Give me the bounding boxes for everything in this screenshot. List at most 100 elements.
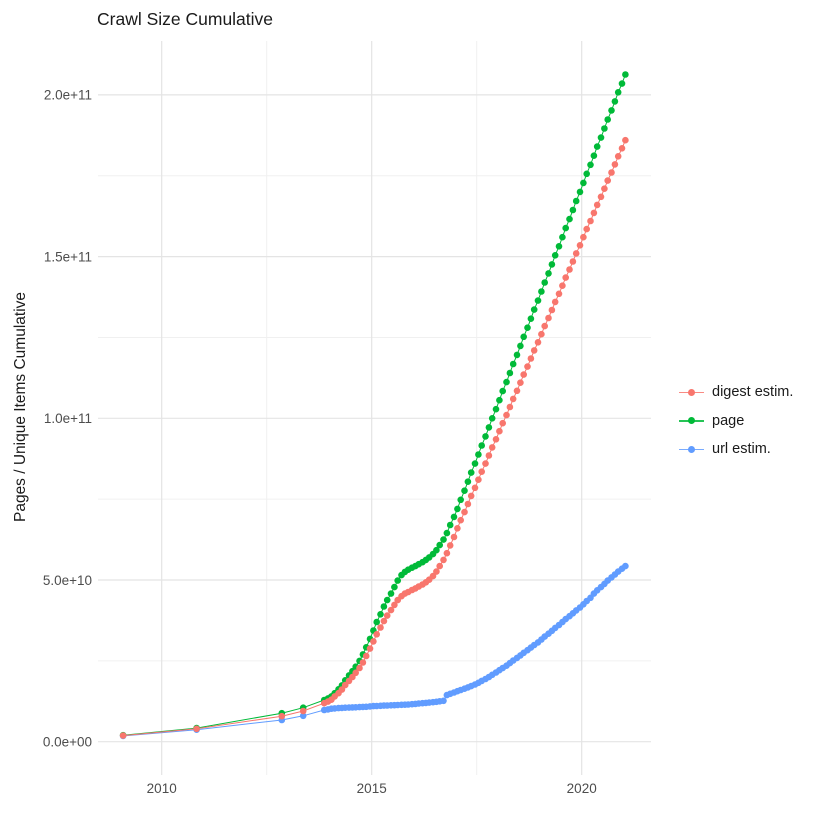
data-point-page <box>475 451 482 458</box>
data-point-page <box>572 197 580 205</box>
data-point-page <box>530 306 538 313</box>
data-point-digest-estim <box>517 379 524 387</box>
data-point-page <box>492 405 500 413</box>
data-point-digest-estim <box>341 681 349 689</box>
data-point-digest-estim <box>520 371 527 378</box>
data-point-digest-estim <box>580 233 587 241</box>
data-point-digest-estim <box>370 638 377 645</box>
data-point-page <box>433 546 440 554</box>
data-point-digest-estim <box>482 460 489 467</box>
data-point-digest-estim <box>387 606 395 614</box>
data-point-page <box>509 360 517 368</box>
data-point-page <box>618 80 626 87</box>
data-point-digest-estim <box>509 395 517 403</box>
data-point-page <box>545 270 552 277</box>
data-point-page <box>527 315 535 323</box>
data-point-digest-estim <box>597 193 605 201</box>
data-point-page <box>566 215 573 223</box>
data-point-page <box>583 170 590 178</box>
data-point-page <box>503 378 510 386</box>
data-point-page <box>454 505 461 513</box>
data-point-page <box>513 351 521 359</box>
data-point-page <box>569 206 577 214</box>
legend-label: url estim. <box>712 441 771 458</box>
data-point-page <box>614 89 622 96</box>
data-point-page <box>380 603 388 610</box>
legend-item-url-estim: url estim. <box>679 435 793 464</box>
data-point-digest-estim <box>499 419 507 427</box>
data-point-page <box>587 161 594 169</box>
data-point-page <box>377 611 384 618</box>
data-point-digest-estim <box>467 492 475 500</box>
data-point-page <box>436 541 444 549</box>
data-point-digest-estim <box>506 403 514 411</box>
data-point-page <box>440 536 447 543</box>
data-point-digest-estim <box>464 500 472 508</box>
data-point-page <box>457 496 465 504</box>
legend-key-url-icon <box>679 445 704 454</box>
data-point-page <box>478 442 486 449</box>
data-point-page <box>520 333 527 341</box>
data-point-digest-estim <box>278 712 286 720</box>
data-point-page <box>597 134 605 141</box>
data-point-page <box>517 342 524 350</box>
data-point-digest-estim <box>590 209 598 217</box>
chart-title: Crawl Size Cumulative <box>97 9 274 29</box>
legend: digest estim. page url estim. <box>679 378 793 464</box>
data-point-digest-estim <box>440 556 447 564</box>
y-axis-tick-label: 5.0e+10 <box>43 573 92 588</box>
data-point-digest-estim <box>436 562 444 570</box>
data-point-page <box>387 590 395 597</box>
data-point-digest-estim <box>548 306 556 314</box>
data-point-page <box>611 98 619 105</box>
legend-item-page: page <box>679 407 793 436</box>
data-point-digest-estim <box>299 707 307 715</box>
data-point-page <box>394 577 402 584</box>
series-line-url-estim <box>123 565 626 737</box>
data-point-page <box>541 279 548 286</box>
data-point-page <box>604 116 611 123</box>
data-point-digest-estim <box>587 217 594 225</box>
data-point-page <box>391 583 398 591</box>
data-point-page <box>551 252 559 259</box>
data-point-digest-estim <box>614 153 622 160</box>
data-point-digest-estim <box>541 322 548 330</box>
data-point-digest-estim <box>604 177 611 184</box>
legend-label: digest estim. <box>712 384 794 401</box>
data-point-page <box>471 460 479 467</box>
data-point-page <box>593 143 601 150</box>
data-point-digest-estim <box>545 314 552 322</box>
data-point-url-estim <box>440 697 447 705</box>
data-point-digest-estim <box>457 516 465 524</box>
data-point-digest-estim <box>461 508 468 516</box>
data-point-digest-estim <box>562 274 569 281</box>
data-point-digest-estim <box>559 282 566 290</box>
data-point-page <box>467 469 475 476</box>
data-point-digest-estim <box>583 225 590 233</box>
data-point-page <box>443 529 451 537</box>
data-point-digest-estim <box>362 652 370 660</box>
series-line-digest-estim <box>123 140 626 737</box>
data-point-digest-estim <box>380 617 388 625</box>
data-point-page <box>373 618 381 626</box>
y-axis-tick-label: 0.0e+00 <box>43 735 92 750</box>
data-point-page <box>534 297 542 304</box>
data-point-page <box>608 107 615 114</box>
data-point-digest-estim <box>593 201 601 209</box>
data-point-page <box>485 424 493 431</box>
legend-item-digest-estim: digest estim. <box>679 378 793 407</box>
data-point-digest-estim <box>555 290 563 298</box>
data-point-digest-estim <box>450 533 458 541</box>
data-point-digest-estim <box>492 436 500 443</box>
data-point-page <box>576 188 584 196</box>
y-axis-tick-label: 1.0e+11 <box>44 411 92 426</box>
data-point-page <box>524 324 531 332</box>
data-point-digest-estim <box>488 444 496 451</box>
x-axis-tick-label: 2010 <box>147 781 177 796</box>
data-point-digest-estim <box>538 330 545 338</box>
data-point-digest-estim <box>530 347 538 354</box>
data-point-digest-estim <box>356 664 363 672</box>
data-point-digest-estim <box>352 669 360 677</box>
data-point-digest-estim <box>377 624 384 631</box>
